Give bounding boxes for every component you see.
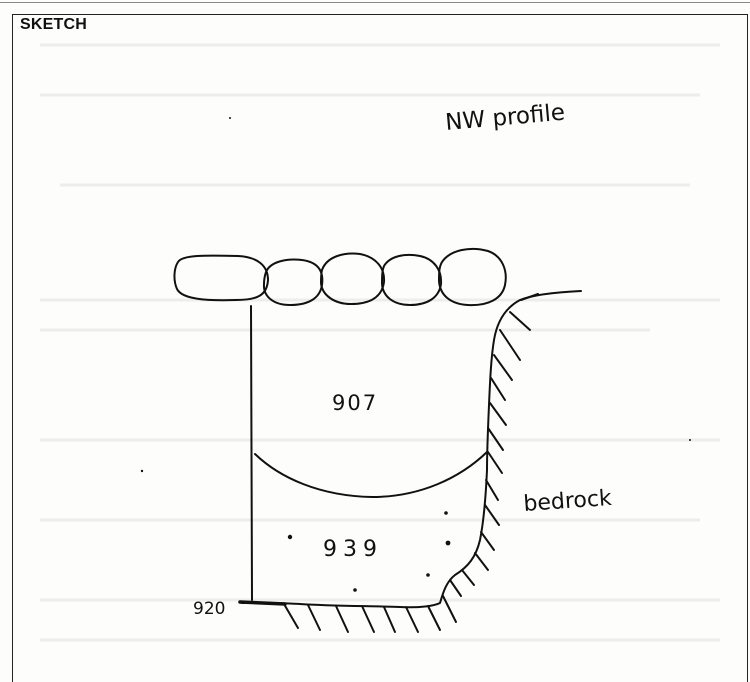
inclusion-dot bbox=[287, 534, 293, 540]
context-907-label: 907 bbox=[332, 391, 378, 415]
inclusion-dot bbox=[445, 540, 451, 546]
capping-stone bbox=[173, 254, 269, 302]
inclusion-dot bbox=[353, 588, 357, 592]
capping-stones bbox=[173, 247, 507, 307]
inclusion-dot bbox=[444, 511, 448, 515]
capping-stone bbox=[262, 258, 324, 306]
inclusion-dot bbox=[140, 469, 144, 473]
profile-label: NW profile bbox=[444, 100, 566, 136]
sketch-frame bbox=[12, 14, 748, 682]
cut-base-emphasis bbox=[238, 600, 287, 606]
inclusion-dots bbox=[140, 117, 691, 592]
fill-boundary bbox=[254, 451, 488, 498]
capping-stone bbox=[320, 252, 386, 305]
bedrock-label: bedrock bbox=[523, 486, 613, 517]
sheet-top-rule bbox=[0, 2, 750, 3]
cut-edge-left bbox=[250, 305, 253, 601]
bedrock-hatching-base bbox=[283, 603, 441, 633]
cut-number-label: 920 bbox=[193, 599, 225, 619]
capping-stone bbox=[381, 253, 443, 306]
cut-edge-right bbox=[241, 290, 582, 609]
section-title: SKETCH bbox=[20, 16, 87, 33]
inclusion-dot bbox=[426, 573, 430, 577]
bedrock-hatching-side bbox=[442, 293, 539, 623]
context-939-label: 939 bbox=[323, 537, 383, 562]
inclusion-dot bbox=[229, 117, 231, 119]
capping-stone bbox=[438, 247, 507, 307]
inclusion-dot bbox=[689, 439, 691, 441]
